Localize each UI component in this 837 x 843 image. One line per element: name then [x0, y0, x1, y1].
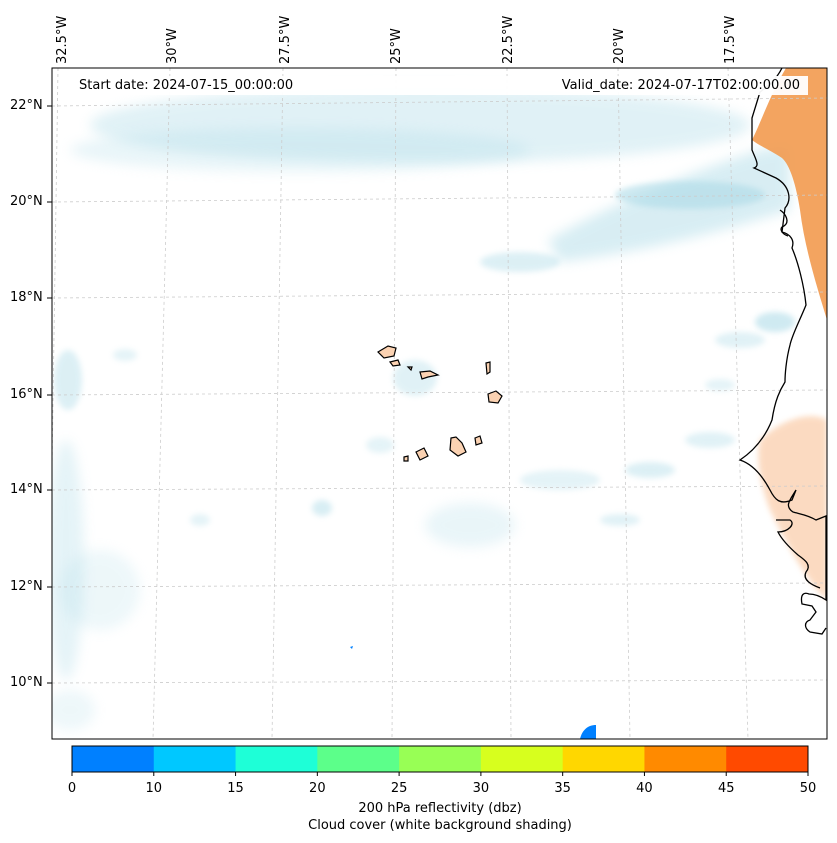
- lon-label-17-5w: 17.5°W: [723, 15, 738, 64]
- lon-label-30w: 30°W: [165, 28, 180, 64]
- land-reflectivity-south: [758, 416, 827, 600]
- colorbar-tick-label-8: 45: [717, 781, 735, 796]
- lat-label-16n: 16°N: [10, 387, 43, 402]
- africa-coastline: [738, 68, 827, 635]
- colorbar-subtitle: Cloud cover (white background shading): [308, 818, 572, 833]
- colorbar-tick-label-4: 25: [390, 781, 408, 796]
- cape-verde-islands: [377, 345, 503, 462]
- reflectivity-speck: [350, 646, 353, 649]
- map-frame: [51, 67, 828, 740]
- cloud-cover-shading: [52, 87, 795, 730]
- lat-label-22n: 22°N: [10, 98, 43, 113]
- colorbar-tick-label-5: 30: [472, 781, 490, 796]
- island-santa-luzia: [406, 366, 413, 372]
- colorbar-tick-label-0: 0: [67, 781, 77, 796]
- colorbar-tick-label-1: 10: [145, 781, 163, 796]
- coast-detail-b: [779, 209, 789, 237]
- island-boa-vista: [487, 390, 503, 404]
- island-sao-nicolau: [419, 370, 440, 380]
- colorbar-tick-label-7: 40: [636, 781, 653, 796]
- island-santo-antao: [377, 345, 397, 359]
- colorbar-tick-label-2: 15: [227, 781, 244, 796]
- lon-label-32-5w: 32.5°W: [55, 15, 70, 64]
- lon-label-25w: 25°W: [389, 28, 404, 64]
- island-fogo: [415, 447, 429, 461]
- lat-label-10n: 10°N: [10, 675, 43, 690]
- colorbar-tick-label-9: 50: [799, 781, 817, 796]
- island-brava: [403, 455, 409, 462]
- axis-ticks: [47, 105, 52, 684]
- colorbar-title: 200 hPa reflectivity (dbz): [358, 801, 522, 816]
- island-sao-vicente: [388, 359, 401, 367]
- date-banner: [76, 76, 808, 95]
- island-maio: [474, 435, 483, 446]
- island-santiago: [449, 436, 467, 457]
- colorbar-tick-label-6: 35: [554, 781, 571, 796]
- colorbar-tick-label-3: 20: [309, 781, 326, 796]
- lat-label-20n: 20°N: [10, 194, 43, 209]
- lon-label-27-5w: 27.5°W: [278, 15, 293, 64]
- start-date-label: Start date: 2024-07-15_00:00:00: [79, 78, 294, 93]
- valid-date-label: Valid_date: 2024-07-17T02:00:00.00: [561, 78, 800, 93]
- island-sal: [485, 361, 491, 376]
- reflectivity-blob: [580, 725, 596, 739]
- graticule: [52, 68, 827, 739]
- land-reflectivity-north: [752, 68, 827, 320]
- lon-label-20w: 20°W: [612, 28, 627, 64]
- lat-label-14n: 14°N: [10, 482, 43, 497]
- coast-detail-a: [776, 519, 821, 589]
- lat-label-12n: 12°N: [10, 579, 43, 594]
- lat-label-18n: 18°N: [10, 290, 43, 305]
- lon-label-22-5w: 22.5°W: [501, 15, 516, 64]
